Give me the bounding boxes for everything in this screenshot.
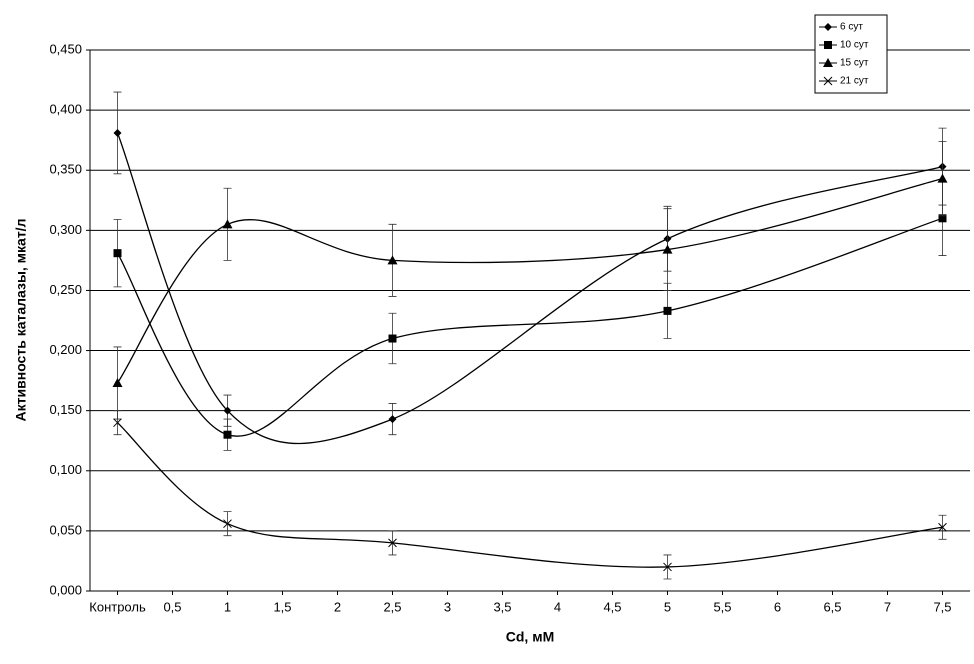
marker — [223, 519, 232, 529]
x-tick-label: 3,5 — [493, 599, 511, 614]
x-axis-title: Cd, мМ — [506, 629, 554, 645]
x-tick-label: 2,5 — [383, 599, 401, 614]
y-tick-label: 0,250 — [49, 282, 82, 297]
x-tick-label: 6,5 — [823, 599, 841, 614]
marker — [222, 219, 233, 229]
legend-label: 10 сут — [840, 40, 869, 51]
y-tick-label: 0,100 — [49, 462, 82, 477]
y-tick-label: 0,300 — [49, 222, 82, 237]
x-tick-label: 5,5 — [713, 599, 731, 614]
marker — [388, 538, 397, 548]
marker — [113, 128, 122, 137]
legend-label: 21 сут — [840, 76, 869, 87]
x-tick-label: Контроль — [89, 599, 146, 614]
marker — [223, 406, 232, 415]
marker — [937, 173, 948, 183]
legend-marker — [823, 58, 833, 67]
y-tick-label: 0,350 — [49, 162, 82, 177]
series-line — [116, 132, 943, 445]
x-tick-label: 3 — [444, 599, 451, 614]
marker — [938, 522, 947, 532]
marker — [223, 430, 232, 439]
legend-marker — [824, 41, 832, 49]
y-tick-label: 0,450 — [49, 41, 82, 56]
x-tick-label: 4,5 — [603, 599, 621, 614]
y-axis-title: Активность каталазы, мкат/л — [13, 219, 29, 422]
x-tick-label: 6 — [774, 599, 781, 614]
x-tick-label: 7 — [884, 599, 891, 614]
legend-label: 6 сут — [840, 22, 863, 33]
marker — [387, 255, 398, 265]
marker — [112, 378, 123, 388]
y-tick-label: 0,150 — [49, 402, 82, 417]
x-tick-label: 1 — [224, 599, 231, 614]
marker — [662, 244, 673, 254]
legend-marker — [824, 23, 832, 31]
series-line — [116, 178, 943, 384]
marker — [663, 562, 672, 572]
y-tick-label: 0,200 — [49, 342, 82, 357]
x-tick-label: 2 — [334, 599, 341, 614]
marker — [663, 306, 672, 315]
series-line — [117, 422, 943, 568]
legend: 6 сут 10 сут 15 сут 21 сут — [814, 14, 888, 94]
marker — [388, 334, 397, 343]
series-line — [116, 217, 943, 437]
legend-marker — [823, 76, 833, 86]
x-tick-label: 5 — [664, 599, 671, 614]
y-tick-label: 0,050 — [49, 522, 82, 537]
x-tick-label: 4 — [554, 599, 561, 614]
legend-label: 15 сут — [840, 58, 869, 69]
marker — [113, 418, 122, 428]
marker — [388, 415, 397, 424]
y-tick-label: 0,400 — [49, 102, 82, 117]
marker — [113, 249, 122, 258]
x-tick-label: 1,5 — [273, 599, 291, 614]
y-tick-label: 0,000 — [49, 582, 82, 597]
x-tick-label: 7,5 — [933, 599, 951, 614]
x-tick-label: 0,5 — [163, 599, 181, 614]
marker — [938, 214, 947, 223]
